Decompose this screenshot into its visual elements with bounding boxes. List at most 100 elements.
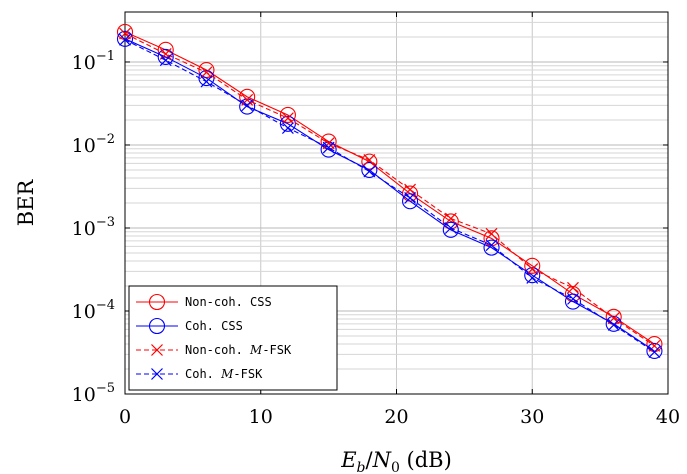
data-point — [241, 99, 254, 112]
marker-stroke — [200, 75, 213, 88]
marker-stroke — [404, 192, 416, 204]
legend-label: Non-coh. CSS — [185, 295, 272, 309]
data-point — [648, 346, 661, 358]
data-point — [404, 183, 416, 196]
data-point — [524, 257, 541, 274]
data-point — [200, 75, 213, 88]
data-point — [281, 122, 294, 134]
data-point — [159, 54, 172, 67]
data-point — [322, 141, 335, 154]
marker-stroke — [119, 27, 131, 40]
legend-item-coh-css: Coh. CSS — [136, 317, 243, 335]
data-point — [281, 112, 294, 125]
marker-stroke — [567, 292, 579, 305]
series-line — [124, 38, 655, 352]
legend-box — [128, 285, 338, 391]
data-point — [524, 267, 541, 284]
y-tick-label: 10−5 — [72, 381, 115, 406]
data-point — [485, 239, 498, 252]
legend-label: Coh. CSS — [185, 319, 243, 333]
legend-swatch-marker — [148, 317, 166, 335]
y-tick-label: 10−4 — [72, 298, 115, 323]
marker-stroke — [159, 48, 172, 60]
marker-stroke — [444, 212, 457, 225]
data-point — [157, 48, 174, 65]
axis-ticks: 0 10 20 30 40 10−5 10−4 10−3 10−2 10−1 — [72, 12, 680, 428]
data-point — [526, 263, 539, 275]
marker-stroke — [485, 227, 498, 240]
data-point — [279, 106, 296, 124]
y-tick-label: 10−1 — [72, 49, 115, 74]
series-coh-m-fsk — [119, 33, 661, 358]
x-tick-label: 0 — [119, 406, 131, 428]
data-point — [363, 154, 376, 166]
x-tick-label: 30 — [520, 406, 544, 428]
x-tick-label: 10 — [249, 406, 273, 428]
data-point — [361, 153, 378, 170]
data-point — [485, 227, 498, 240]
data-point — [444, 222, 457, 234]
data-point — [404, 192, 416, 204]
marker-stroke — [241, 93, 254, 106]
marker-stroke — [526, 263, 539, 275]
marker-stroke — [526, 272, 539, 284]
data-point — [564, 293, 582, 310]
data-point — [361, 161, 378, 179]
data-point — [239, 88, 256, 105]
marker-stroke — [159, 54, 172, 67]
marker-stroke — [281, 122, 294, 134]
data-point — [402, 193, 419, 210]
marker-stroke — [151, 368, 163, 380]
legend: Non-coh. CSS Coh. CSS Non-coh. M-FSK Coh. M… — [128, 285, 338, 391]
data-point — [241, 93, 254, 106]
data-point — [442, 221, 459, 238]
data-point — [567, 281, 579, 294]
data-point — [200, 66, 213, 79]
marker-stroke — [567, 281, 579, 294]
x-tick-label: 20 — [384, 406, 408, 428]
y-axis-label: BER — [14, 179, 38, 227]
data-point — [116, 30, 134, 47]
series-line — [124, 39, 655, 353]
y-tick-label: 10−3 — [72, 215, 115, 240]
marker-stroke — [607, 318, 620, 331]
marker-stroke — [281, 112, 294, 125]
data-point — [119, 27, 131, 40]
series-line — [124, 33, 655, 347]
data-point — [567, 292, 579, 305]
marker-stroke — [322, 137, 335, 150]
data-point — [320, 141, 337, 158]
data-point — [363, 165, 376, 178]
data-point — [607, 318, 620, 331]
data-point — [526, 272, 539, 284]
series-layer — [116, 23, 663, 360]
x-axis-label: Eb/N0 (dB) — [340, 448, 452, 474]
marker-stroke — [241, 99, 254, 112]
legend-swatch-marker — [151, 368, 163, 380]
marker-stroke — [648, 346, 661, 358]
legend-label: Non-coh. M-FSK — [185, 343, 292, 357]
marker-stroke — [322, 141, 335, 154]
marker-stroke — [444, 222, 457, 234]
data-point — [119, 33, 131, 46]
legend-label: Coh. M-FSK — [185, 367, 263, 381]
data-point — [444, 212, 457, 225]
legend-item-coh-m-fsk: Coh. M-FSK — [136, 367, 263, 381]
marker-stroke — [363, 154, 376, 166]
axis-labels: Eb/N0 (dB) BER — [14, 179, 452, 474]
series-non-coh-m-fsk — [119, 27, 661, 352]
data-point — [483, 239, 500, 256]
marker-stroke — [119, 33, 131, 46]
legend-item-non-coh-m-fsk: Non-coh. M-FSK — [136, 343, 292, 357]
x-tick-label: 40 — [656, 406, 680, 428]
marker-stroke — [404, 183, 416, 196]
data-point — [322, 137, 335, 150]
y-tick-label: 10−2 — [72, 132, 115, 157]
marker-stroke — [485, 239, 498, 252]
data-point — [159, 48, 172, 60]
marker-stroke — [363, 165, 376, 178]
legend-swatch-marker — [151, 344, 163, 356]
legend-swatch-marker — [148, 293, 166, 311]
legend-item-non-coh-css: Non-coh. CSS — [136, 293, 272, 311]
